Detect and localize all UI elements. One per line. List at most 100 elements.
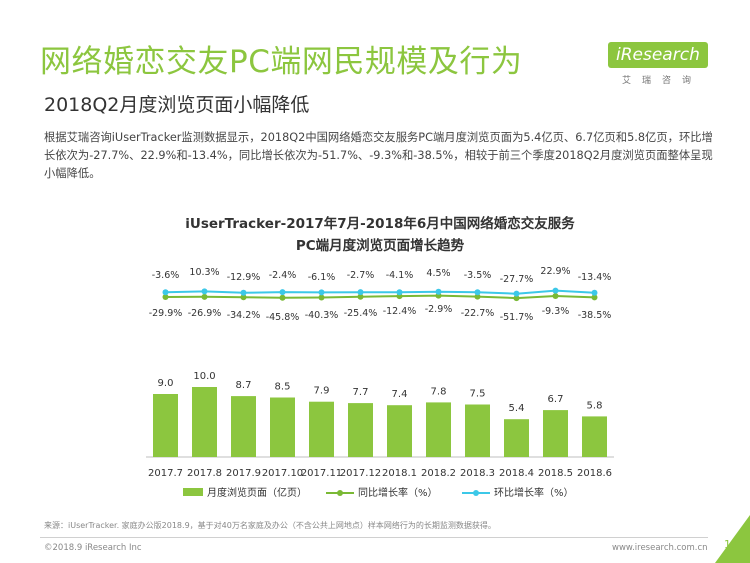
bar-label: 5.8: [587, 400, 603, 411]
legend-bar-label: 月度浏览页面（亿页）: [207, 486, 307, 499]
summary-text: 根据艾瑞咨询iUserTracker监测数据显示，2018Q2中国网络婚恋交友服…: [44, 131, 713, 180]
mom-label: -4.1%: [386, 270, 414, 281]
mom-point: [318, 289, 325, 296]
yoy-label: -51.7%: [500, 312, 534, 323]
bar: [309, 401, 334, 457]
mom-point: [357, 289, 364, 296]
yoy-label: -34.2%: [227, 310, 261, 321]
yoy-point: [279, 294, 286, 301]
mom-point: [396, 289, 403, 296]
corner-decoration: [715, 515, 750, 563]
mom-point: [591, 289, 598, 296]
bar: [231, 396, 256, 457]
iresearch-logo: iResearch 艾瑞咨询: [606, 42, 716, 90]
legend-mom-label: 环比增长率（%）: [494, 486, 574, 499]
chart-title-line-1: iUserTracker-2017年7月-2018年6月中国网络婚恋交友服务: [185, 216, 575, 232]
bar-label: 7.8: [431, 386, 447, 397]
yoy-label: -25.4%: [344, 308, 378, 319]
yoy-point: [201, 293, 208, 300]
logo-badge: [608, 42, 708, 68]
mom-label: -13.4%: [578, 272, 612, 283]
yoy-point: [318, 294, 325, 301]
logo-text: iResearch: [616, 45, 700, 65]
bar-label: 10.0: [193, 371, 215, 382]
mom-label: 4.5%: [426, 268, 450, 279]
mom-point: [162, 289, 169, 296]
x-tick-label: 2018.5: [538, 468, 573, 479]
bar-label: 5.4: [509, 403, 525, 414]
bar-label: 7.9: [314, 386, 330, 397]
yoy-label: -22.7%: [461, 308, 495, 319]
bar: [504, 419, 529, 457]
yoy-point: [357, 293, 364, 300]
yoy-label: -45.8%: [266, 312, 300, 323]
x-tick-label: 2017.11: [301, 468, 342, 479]
bar: [270, 397, 295, 457]
x-tick-label: 2017.9: [226, 468, 261, 479]
yoy-point: [162, 293, 169, 300]
page-subtitle: 2018Q2月度浏览页面小幅降低: [44, 94, 310, 116]
mom-point: [474, 289, 481, 296]
legend-mom-marker: [473, 490, 479, 496]
mom-point: [513, 290, 520, 297]
bar-label: 7.7: [353, 387, 369, 398]
x-tick-label: 2018.4: [499, 468, 534, 479]
x-tick-label: 2018.2: [421, 468, 456, 479]
chart-title-line-2: PC端月度浏览页面增长趋势: [295, 238, 465, 254]
mom-point: [279, 289, 286, 296]
mom-label: -27.7%: [500, 274, 534, 285]
yoy-label: -38.5%: [578, 310, 612, 321]
yoy-point: [552, 292, 559, 299]
yoy-label: -12.4%: [383, 306, 417, 317]
mom-label: -2.4%: [269, 270, 297, 281]
footer-divider: [40, 537, 708, 538]
page-title: 网络婚恋交友PC端网民规模及行为: [40, 44, 523, 80]
mom-label: -12.9%: [227, 272, 261, 283]
mom-point: [552, 287, 559, 294]
mom-line: [165, 289, 595, 295]
bar: [543, 410, 568, 457]
bar: [426, 402, 451, 457]
yoy-point: [474, 293, 481, 300]
mom-point: [435, 288, 442, 295]
legend-yoy-marker: [337, 490, 343, 496]
bar-label: 8.7: [236, 380, 252, 391]
bar: [465, 404, 490, 457]
mom-point: [240, 289, 247, 296]
bar: [348, 403, 373, 457]
legend-yoy-label: 同比增长率（%）: [358, 486, 438, 499]
yoy-label: -2.9%: [425, 304, 453, 315]
mom-label: -3.5%: [464, 270, 492, 281]
bar-label: 7.5: [470, 389, 486, 400]
mom-label: -6.1%: [308, 272, 336, 283]
mom-label: 10.3%: [189, 267, 219, 278]
mom-label: 22.9%: [540, 266, 570, 277]
logo-subtext: 艾瑞咨询: [622, 76, 703, 86]
x-tick-label: 2017.10: [262, 468, 303, 479]
bar: [153, 394, 178, 457]
x-tick-label: 2017.8: [187, 468, 222, 479]
bar-label: 6.7: [548, 394, 564, 405]
yoy-label: -9.3%: [542, 306, 570, 317]
mom-point: [201, 288, 208, 295]
yoy-label: -40.3%: [305, 310, 339, 321]
x-tick-label: 2018.3: [460, 468, 495, 479]
source-note: 来源：iUserTracker. 家庭办公版2018.9，基于对40万名家庭及办…: [44, 521, 496, 530]
x-tick-label: 2018.1: [382, 468, 417, 479]
copyright-text: ©2018.9 iResearch Inc: [44, 543, 142, 553]
bar-label: 8.5: [275, 382, 291, 393]
mom-label: -2.7%: [347, 270, 375, 281]
bar-label: 9.0: [158, 378, 174, 389]
page-number: 11: [724, 538, 738, 551]
bar-label: 7.4: [392, 389, 408, 400]
bar: [387, 405, 412, 457]
x-tick-label: 2018.6: [577, 468, 612, 479]
yoy-label: -29.9%: [149, 308, 183, 319]
site-url: www.iresearch.com.cn: [612, 543, 708, 553]
yoy-line: [165, 294, 595, 300]
x-tick-label: 2017.12: [340, 468, 381, 479]
yoy-point: [240, 294, 247, 301]
yoy-point: [513, 295, 520, 302]
x-tick-label: 2017.7: [148, 468, 183, 479]
yoy-point: [591, 294, 598, 301]
